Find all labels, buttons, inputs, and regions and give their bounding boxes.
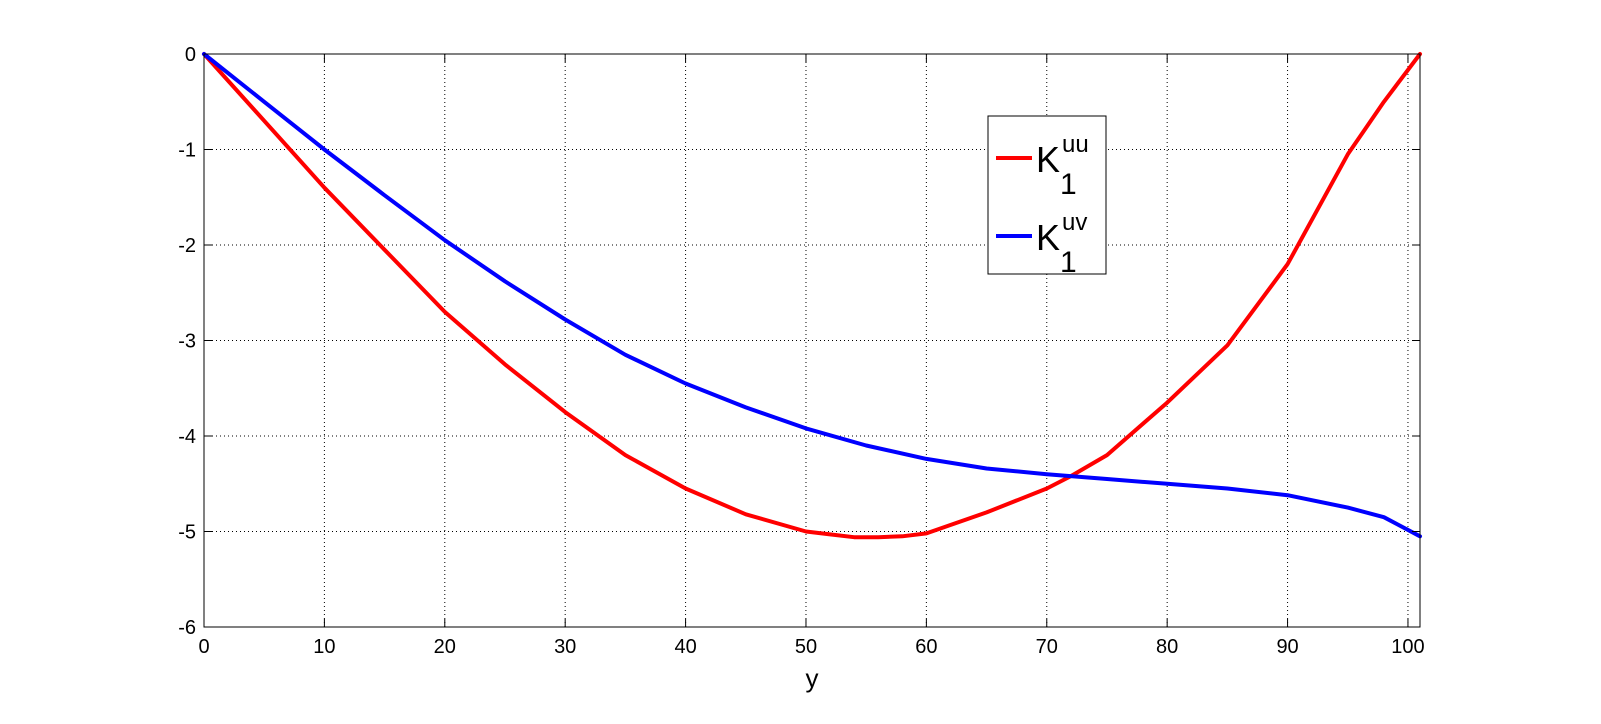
legend-label-sup: uu: [1062, 131, 1089, 158]
y-tick-label: -1: [178, 140, 196, 162]
x-axis-title: y: [806, 663, 819, 693]
y-tick-label: -3: [178, 331, 196, 353]
series-line-2: [202, 52, 1422, 539]
x-tick-label: 10: [313, 636, 335, 658]
x-tick-label: 80: [1156, 636, 1178, 658]
x-tick-label: 70: [1036, 636, 1058, 658]
x-tick-label: 30: [554, 636, 576, 658]
legend-label-base: K: [1036, 217, 1060, 258]
y-tick-label: -6: [178, 617, 196, 639]
x-tick-label: 90: [1276, 636, 1298, 658]
legend-label-sub: 1: [1060, 246, 1077, 279]
y-tick-label: -2: [178, 235, 196, 257]
y-tick-label: -4: [178, 426, 196, 448]
grid-lines: [204, 54, 1420, 627]
y-tick-label: 0: [185, 44, 196, 66]
x-tick-label: 60: [915, 636, 937, 658]
y-tick-label: -5: [178, 522, 196, 544]
axis-ticks: [203, 53, 1420, 628]
legend-label-sub: 1: [1060, 168, 1077, 201]
legend-label-base: K: [1036, 139, 1060, 180]
series-line-1: [202, 52, 1422, 540]
x-tick-label: 50: [795, 636, 817, 658]
legend-box: [987, 115, 1107, 275]
series-lines: [202, 52, 1422, 540]
x-tick-label: 40: [674, 636, 696, 658]
x-tick-label: 0: [198, 636, 209, 658]
x-tick-label: 100: [1391, 636, 1424, 658]
x-tick-label: 20: [434, 636, 456, 658]
tick-labels: 0 10 20 30 40 50 60 70 80 90 100 0 -1 -2 -3 -4 -5 -6: [178, 44, 1424, 658]
legend-label-sup: uv: [1062, 209, 1087, 236]
